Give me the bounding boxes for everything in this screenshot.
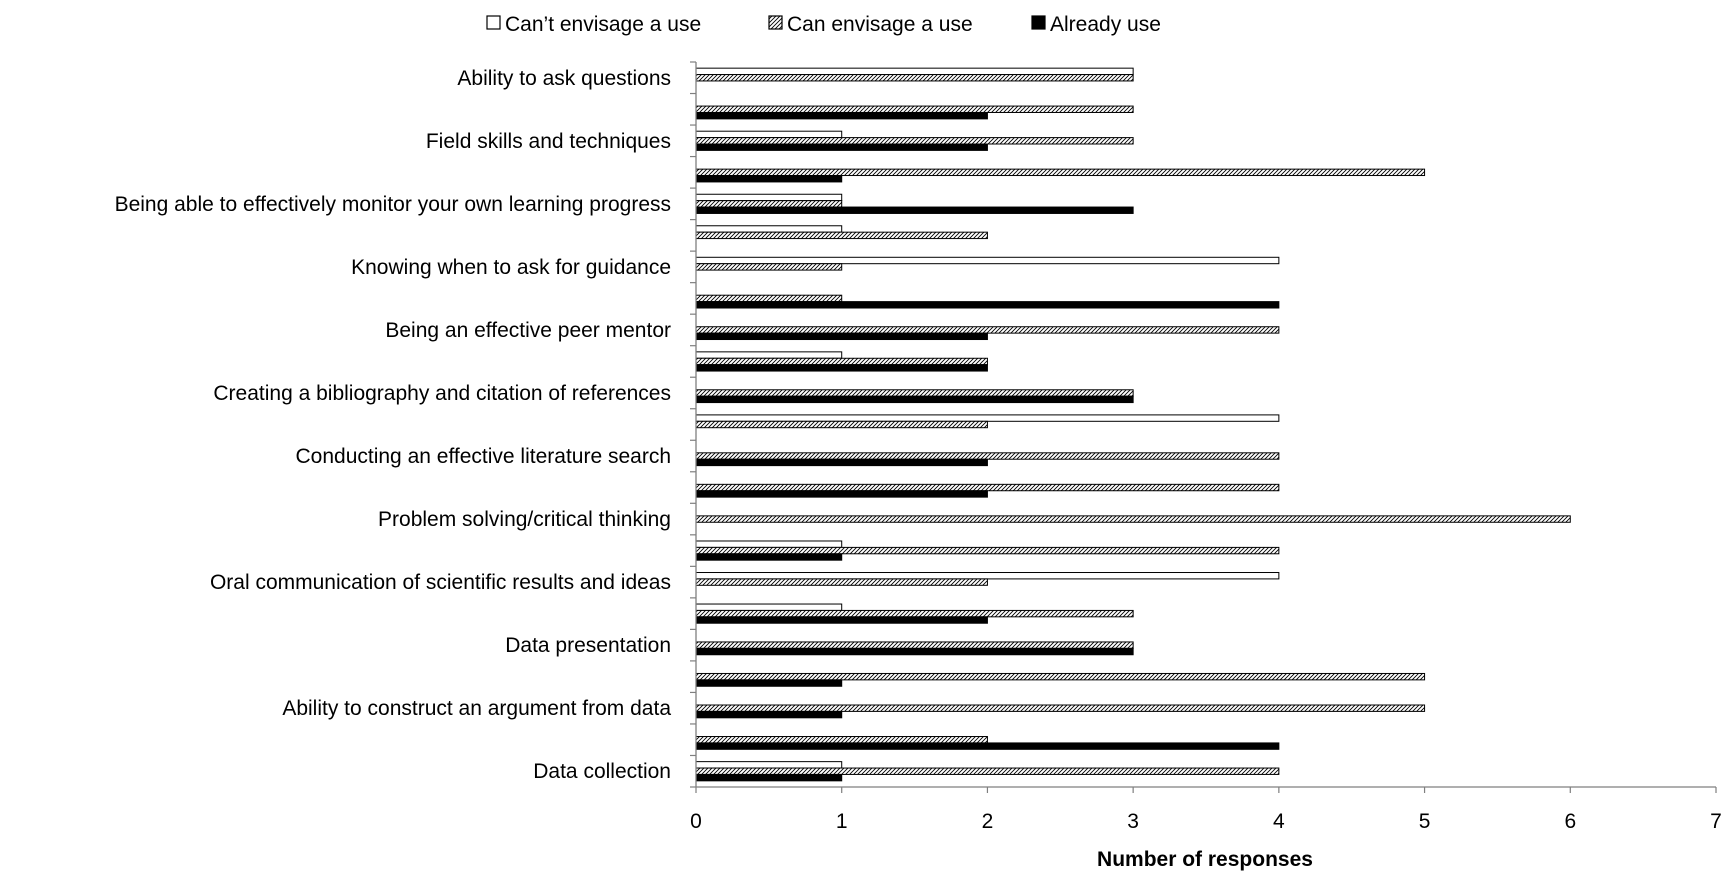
x-axis-title: Number of responses — [1097, 848, 1313, 871]
bar-already-use-row-2 — [695, 143, 988, 151]
bar-already-use-row-8 — [695, 332, 988, 341]
bar-can-envisage-row-16 — [695, 578, 988, 586]
bar-can-envisage-row-6 — [695, 263, 843, 271]
axes — [690, 61, 1717, 793]
x-tick-label: 2 — [982, 810, 994, 833]
category-label: Field skills and techniques — [426, 130, 671, 153]
bar-cant-envisage-row-2 — [695, 130, 843, 139]
bar-already-use-row-1 — [695, 111, 988, 120]
category-labels: Ability to ask questions Field skills and… — [115, 67, 672, 783]
legend-label-cant-envisage: Can’t envisage a use — [505, 13, 701, 36]
x-tick-labels: 0 1 2 3 4 5 6 7 — [690, 810, 1722, 833]
bar-can-envisage-row-8 — [695, 326, 1280, 334]
category-label: Oral communication of scientific results… — [210, 571, 671, 594]
bar-already-use-row-12 — [695, 458, 988, 467]
legend-label-already-use: Already use — [1050, 13, 1161, 36]
bars — [695, 67, 1571, 782]
category-label: Being able to effectively monitor your o… — [115, 193, 671, 216]
category-label: Ability to construct an argument from da… — [282, 697, 671, 720]
bar-cant-envisage-row-16 — [695, 572, 1280, 580]
bar-cant-envisage-row-4 — [695, 193, 843, 202]
category-label: Knowing when to ask for guidance — [351, 256, 671, 279]
bar-already-use-row-19 — [695, 679, 843, 687]
bar-can-envisage-row-14 — [695, 515, 1571, 523]
bar-can-envisage-row-7 — [695, 294, 843, 303]
bar-can-envisage-row-15 — [695, 546, 1280, 555]
bar-cant-envisage-row-9 — [695, 351, 843, 359]
category-label: Ability to ask questions — [457, 67, 671, 90]
bar-already-use-row-13 — [695, 490, 988, 498]
bar-can-envisage-row-17 — [695, 609, 1134, 618]
bar-already-use-row-3 — [695, 175, 843, 183]
bar-can-envisage-row-9 — [695, 357, 988, 366]
bar-already-use-row-15 — [695, 553, 843, 561]
x-tick-label: 5 — [1419, 810, 1431, 833]
bar-can-envisage-row-21 — [695, 736, 988, 744]
category-label: Conducting an effective literature searc… — [296, 445, 672, 468]
category-label: Being an effective peer mentor — [385, 319, 671, 342]
bar-can-envisage-row-11 — [695, 420, 988, 429]
bar-cant-envisage-row-5 — [695, 225, 843, 233]
bar-cant-envisage-row-11 — [695, 414, 1280, 422]
bar-can-envisage-row-22 — [695, 767, 1280, 775]
bar-cant-envisage-row-15 — [695, 540, 843, 548]
bar-already-use-row-20 — [695, 710, 843, 719]
bar-can-envisage-row-13 — [695, 483, 1280, 492]
bar-already-use-row-22 — [695, 773, 843, 782]
bar-already-use-row-18 — [695, 647, 1134, 656]
legend-swatch-cant-envisage — [486, 15, 501, 30]
x-tick-label: 1 — [836, 810, 848, 833]
bar-cant-envisage-row-6 — [695, 256, 1280, 265]
x-tick-label: 6 — [1564, 810, 1576, 833]
bar-already-use-row-17 — [695, 616, 988, 624]
category-label: Data collection — [533, 760, 671, 783]
legend-label-can-envisage: Can envisage a use — [787, 13, 973, 36]
bar-already-use-row-21 — [695, 742, 1280, 750]
bar-cant-envisage-row-17 — [695, 603, 843, 611]
legend-swatch-already-use — [1031, 15, 1046, 30]
bar-can-envisage-row-4 — [695, 200, 843, 208]
bar-already-use-row-7 — [695, 301, 1280, 309]
bar-can-envisage-row-0 — [695, 74, 1134, 82]
bar-can-envisage-row-2 — [695, 137, 1134, 145]
category-label: Data presentation — [505, 634, 671, 657]
x-tick-label: 3 — [1127, 810, 1139, 833]
legend-swatch-can-envisage — [768, 15, 783, 30]
bar-can-envisage-row-10 — [695, 389, 1134, 397]
category-label: Problem solving/critical thinking — [378, 508, 671, 531]
x-tick-label: 4 — [1273, 810, 1285, 833]
bar-can-envisage-row-20 — [695, 704, 1426, 712]
bar-already-use-row-4 — [695, 206, 1134, 214]
bar-can-envisage-row-3 — [695, 168, 1426, 177]
bar-cant-envisage-row-22 — [695, 761, 843, 769]
x-tick-label: 0 — [690, 810, 702, 833]
bar-can-envisage-row-12 — [695, 452, 1280, 460]
bar-cant-envisage-row-0 — [695, 67, 1134, 76]
legend: Can’t envisage a use Can envisage a use … — [486, 13, 1161, 36]
category-label: Creating a bibliography and citation of … — [213, 382, 671, 405]
x-tick-label: 7 — [1710, 810, 1722, 833]
bar-can-envisage-row-19 — [695, 672, 1426, 681]
bar-can-envisage-row-1 — [695, 105, 1134, 113]
bar-already-use-row-10 — [695, 395, 1134, 404]
bar-can-envisage-row-5 — [695, 231, 988, 240]
bar-can-envisage-row-18 — [695, 641, 1134, 649]
bar-already-use-row-9 — [695, 364, 988, 372]
